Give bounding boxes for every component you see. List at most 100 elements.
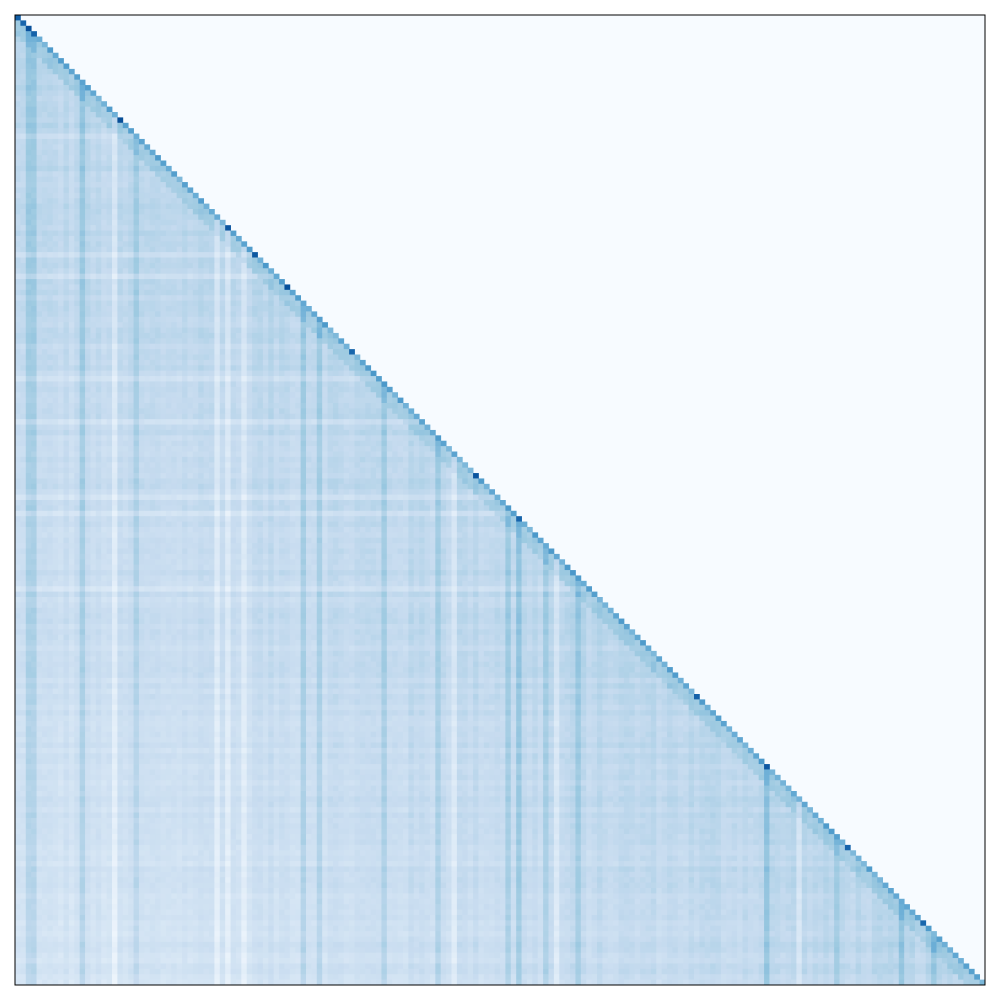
heatmap-cell	[166, 187, 172, 193]
heatmap-cell	[128, 311, 134, 317]
heatmap-cell	[101, 376, 107, 382]
heatmap-cell	[47, 301, 53, 307]
heatmap-cell	[177, 252, 183, 258]
heatmap-cell	[322, 338, 328, 344]
heatmap-cell	[74, 134, 80, 140]
heatmap-cell	[58, 306, 64, 312]
heatmap-cell	[69, 328, 75, 334]
heatmap-cell	[90, 123, 96, 129]
heatmap-cell	[47, 74, 53, 80]
heatmap-cell	[204, 355, 210, 361]
heatmap-cell	[225, 360, 231, 366]
heatmap-cell	[96, 252, 102, 258]
heatmap-cell	[42, 279, 48, 285]
heatmap-cell	[37, 322, 43, 328]
heatmap-cell	[204, 317, 210, 323]
heatmap-cell	[112, 274, 118, 280]
heatmap-cell	[31, 123, 37, 129]
heatmap-cell	[15, 371, 21, 377]
heatmap-cell	[123, 204, 129, 210]
heatmap-cell	[193, 279, 199, 285]
heatmap-cell	[96, 171, 102, 177]
heatmap-cell	[220, 338, 226, 344]
heatmap-cell	[85, 144, 91, 150]
heatmap-cell	[85, 344, 91, 350]
heatmap-cell	[231, 263, 237, 269]
heatmap-cell	[204, 328, 210, 334]
heatmap-cell	[31, 258, 37, 264]
heatmap-cell	[74, 85, 80, 91]
heatmap-cell	[85, 166, 91, 172]
heatmap-cell	[53, 134, 59, 140]
heatmap-cell	[53, 263, 59, 269]
heatmap-cell	[182, 311, 188, 317]
heatmap-cell	[360, 371, 366, 377]
heatmap-cell	[80, 204, 86, 210]
heatmap-cell	[47, 96, 53, 102]
heatmap-cell	[144, 236, 150, 242]
heatmap-cell	[317, 344, 323, 350]
heatmap-cell	[344, 355, 350, 361]
heatmap-cell	[26, 241, 32, 247]
heatmap-cell	[96, 225, 102, 231]
heatmap-cell	[101, 144, 107, 150]
heatmap-cell	[64, 258, 70, 264]
heatmap-cell	[225, 279, 231, 285]
heatmap-cell	[231, 236, 237, 242]
heatmap-cell	[112, 344, 118, 350]
heatmap-cell	[177, 317, 183, 323]
heatmap-cell	[225, 338, 231, 344]
heatmap-cell	[80, 101, 86, 107]
heatmap-cell	[161, 371, 167, 377]
heatmap-cell	[150, 252, 156, 258]
heatmap-cell	[53, 85, 59, 91]
heatmap-cell	[26, 301, 32, 307]
heatmap-cell	[247, 290, 253, 296]
heatmap-cell	[150, 220, 156, 226]
heatmap-cell-diagonal	[322, 322, 328, 328]
heatmap-cell	[15, 247, 21, 253]
heatmap-cell	[177, 247, 183, 253]
heatmap-cell	[241, 344, 247, 350]
heatmap-cell	[123, 317, 129, 323]
heatmap-cell	[225, 365, 231, 371]
heatmap-cell	[177, 311, 183, 317]
heatmap-cell	[42, 144, 48, 150]
heatmap-cell	[37, 182, 43, 188]
heatmap-cell	[193, 252, 199, 258]
heatmap-cell	[128, 134, 134, 140]
heatmap-cell	[58, 247, 64, 253]
heatmap-cell	[107, 150, 113, 156]
heatmap-cell	[69, 139, 75, 145]
heatmap-cell	[26, 161, 32, 167]
heatmap-cell	[107, 225, 113, 231]
heatmap-cell	[107, 311, 113, 317]
heatmap-cell	[47, 204, 53, 210]
heatmap-cell	[42, 220, 48, 226]
heatmap-cell	[150, 198, 156, 204]
heatmap-cell-diagonal	[301, 301, 307, 307]
heatmap-cell	[241, 322, 247, 328]
heatmap-cell	[90, 236, 96, 242]
heatmap-cell	[231, 376, 237, 382]
heatmap-cell	[209, 268, 215, 274]
heatmap-cell	[80, 338, 86, 344]
heatmap-cell	[284, 333, 290, 339]
heatmap-cell	[31, 144, 37, 150]
heatmap-cell	[182, 241, 188, 247]
heatmap-cell	[128, 204, 134, 210]
heatmap-cell	[204, 209, 210, 215]
heatmap-cell	[31, 365, 37, 371]
heatmap-cell	[107, 161, 113, 167]
heatmap-cell	[177, 279, 183, 285]
heatmap-cell	[20, 360, 26, 366]
heatmap-cell	[47, 161, 53, 167]
heatmap-cell	[306, 365, 312, 371]
heatmap-cell	[80, 344, 86, 350]
heatmap-cell	[31, 328, 37, 334]
heatmap-cell	[155, 349, 161, 355]
heatmap-cell	[31, 311, 37, 317]
heatmap-cell	[166, 279, 172, 285]
heatmap-cell	[26, 96, 32, 102]
heatmap-cell	[274, 290, 280, 296]
